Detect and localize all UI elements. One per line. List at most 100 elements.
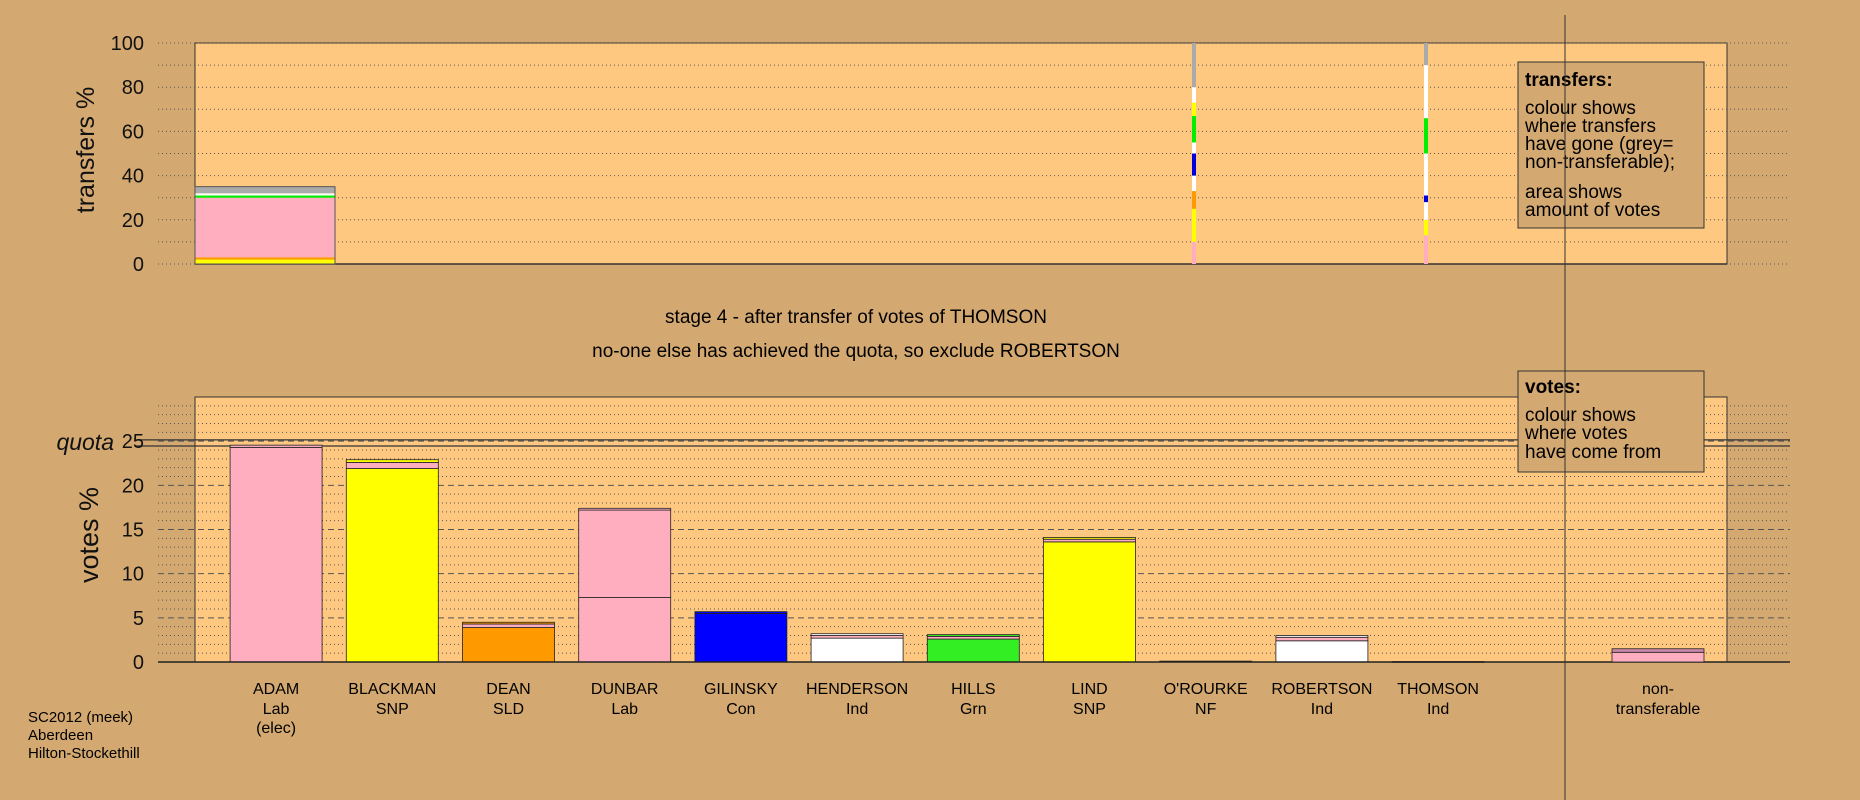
votes-bar-segment: [1275, 636, 1369, 642]
votes-bar-segment: [1043, 541, 1136, 663]
transfers-legend-box: [1517, 61, 1705, 229]
candidate-party-label: Ind: [1311, 701, 1333, 718]
transfers-block-segment: [195, 259, 335, 264]
stage-title: stage 4 - after transfer of votes of THO…: [665, 307, 1047, 328]
transfers-strip-segment: [1192, 102, 1196, 116]
votes-legend: votes: colour shows where votes have com…: [1517, 370, 1705, 473]
stage-subtitle: no-one else has achieved the quota, so e…: [592, 341, 1120, 362]
quota-label: quota: [56, 429, 114, 455]
votes-bar-segment: [578, 597, 672, 663]
transfers-block-segment: [195, 193, 335, 196]
transfers-y-ticks: 0 20 40 60 80 100: [111, 33, 144, 276]
transfers-block-segment: [195, 257, 335, 260]
transfers-strip-segment: [1424, 195, 1428, 203]
transfers-legend-line: where transfers: [1524, 116, 1656, 137]
votes-bar-segment: [345, 468, 439, 663]
votes-bars: [158, 444, 1790, 663]
transfers-strip-segment: [1424, 202, 1428, 220]
nontransferable-label: non-: [1642, 681, 1674, 698]
votes-bar-segment: [229, 446, 323, 663]
transfers-strip-segment: [1192, 87, 1196, 103]
footer-line: Aberdeen: [28, 727, 93, 744]
votes-y-tick-label: 15: [122, 520, 144, 542]
votes-y-tick-label: 5: [133, 608, 144, 630]
candidate-name-label: HENDERSON: [806, 681, 908, 698]
candidate-name-label: ROBERTSON: [1271, 681, 1372, 698]
transfers-strip-segment: [1424, 153, 1428, 196]
votes-bar-segment: [926, 638, 1020, 663]
votes-bar-segment: [345, 459, 439, 463]
transfers-strip-segment: [1424, 118, 1428, 154]
transfers-strip-segment: [1192, 175, 1196, 192]
transfers-y-tick-label: 0: [133, 254, 144, 276]
candidate-name-label: GILINSKY: [704, 681, 778, 698]
transfers-y-tick-label: 60: [122, 121, 144, 143]
transfers-strip-segment: [1192, 115, 1196, 143]
candidate-party-label: SNP: [376, 701, 409, 718]
transfers-block-outline: [194, 186, 336, 265]
transfers-strip-segment: [1192, 191, 1196, 209]
votes-bar-segment: [229, 444, 323, 448]
transfers-marks: [194, 43, 1727, 265]
votes-bar-segment: [810, 637, 904, 663]
transfers-y-tick-label: 100: [111, 33, 144, 55]
votes-x-labels: ADAM Lab (elec) BLACKMAN SNP DEAN SLD DUNBAR Lab…: [253, 681, 1700, 737]
transfers-legend-line: area shows: [1525, 182, 1622, 203]
transfers-strip-segment: [1192, 241, 1196, 264]
transfers-y-tick-label: 20: [122, 210, 144, 232]
candidate-party-label: Lab: [611, 701, 638, 718]
transfers-legend: transfers: colour shows where transfers …: [1517, 61, 1705, 229]
candidate-party-label: Grn: [960, 701, 987, 718]
candidate-party-label: SLD: [493, 701, 524, 718]
votes-y-tick-label: 25: [122, 431, 144, 453]
transfers-panel: 0 20 40 60 80 100 transfers % transfers: colo…: [72, 33, 1790, 276]
transfers-y-axis-label: transfers %: [72, 87, 100, 213]
transfers-y-tick-label: 80: [122, 77, 144, 99]
votes-legend-line: where votes: [1524, 423, 1627, 444]
transfers-strip-segment: [1424, 65, 1428, 119]
transfers-strip-segment: [1192, 208, 1196, 242]
transfers-legend-line: have gone (grey=: [1525, 134, 1673, 155]
transfers-legend-title: transfers:: [1525, 70, 1613, 91]
votes-panel: 0 5 10 15 20 25 ADAM Lab (elec) BLACKMAN SNP DEAN S…: [56, 370, 1790, 737]
transfers-strip-segment: [1192, 43, 1196, 88]
votes-y-tick-label: 10: [122, 564, 144, 586]
votes-bar-segment: [578, 509, 672, 598]
candidate-name-label: ADAM: [253, 681, 299, 698]
nontransferable-label: transferable: [1616, 701, 1701, 718]
transfers-plot-area: [194, 42, 1728, 265]
candidate-name-label: THOMSON: [1397, 681, 1479, 698]
candidate-party-label: NF: [1195, 701, 1217, 718]
votes-bar-segment: [810, 633, 904, 636]
votes-bar-segment: [1043, 537, 1136, 540]
votes-bar-segment: [926, 634, 1020, 637]
transfers-block-segment: [195, 186, 335, 194]
votes-y-ticks: 0 5 10 15 20 25: [122, 431, 144, 674]
transfers-strip-segment: [1192, 142, 1196, 154]
votes-legend-box: [1517, 370, 1705, 473]
nontransferable-bar-segment: [1611, 651, 1705, 663]
votes-bar-segment: [1275, 640, 1369, 663]
votes-bar-segment: [345, 461, 439, 469]
nontransferable-bar-segment: [1611, 648, 1705, 653]
transfers-y-tick-label: 40: [122, 166, 144, 188]
candidate-name-label: O'ROURKE: [1164, 681, 1248, 698]
candidate-party-label: SNP: [1073, 701, 1106, 718]
candidate-name-label: HILLS: [951, 681, 995, 698]
transfers-strip-segment: [1424, 235, 1428, 264]
candidate-name-label: DUNBAR: [591, 681, 659, 698]
candidate-status-label: (elec): [256, 720, 296, 737]
transfers-strip-segment: [1424, 43, 1428, 66]
votes-bar-segment: [578, 507, 672, 511]
transfers-strip-segment: [1192, 153, 1196, 176]
transfers-strip-segment: [1424, 219, 1428, 236]
votes-bar-segment: [694, 611, 788, 614]
candidate-party-label: Ind: [1427, 701, 1449, 718]
votes-bar-segment: [462, 627, 555, 663]
votes-legend-title: votes:: [1525, 377, 1581, 398]
votes-y-tick-label: 0: [133, 652, 144, 674]
footer-line: SC2012 (meek): [28, 709, 133, 726]
transfers-block-segment: [195, 197, 335, 258]
votes-bar-segment: [462, 623, 555, 628]
candidate-name-label: LIND: [1071, 681, 1107, 698]
